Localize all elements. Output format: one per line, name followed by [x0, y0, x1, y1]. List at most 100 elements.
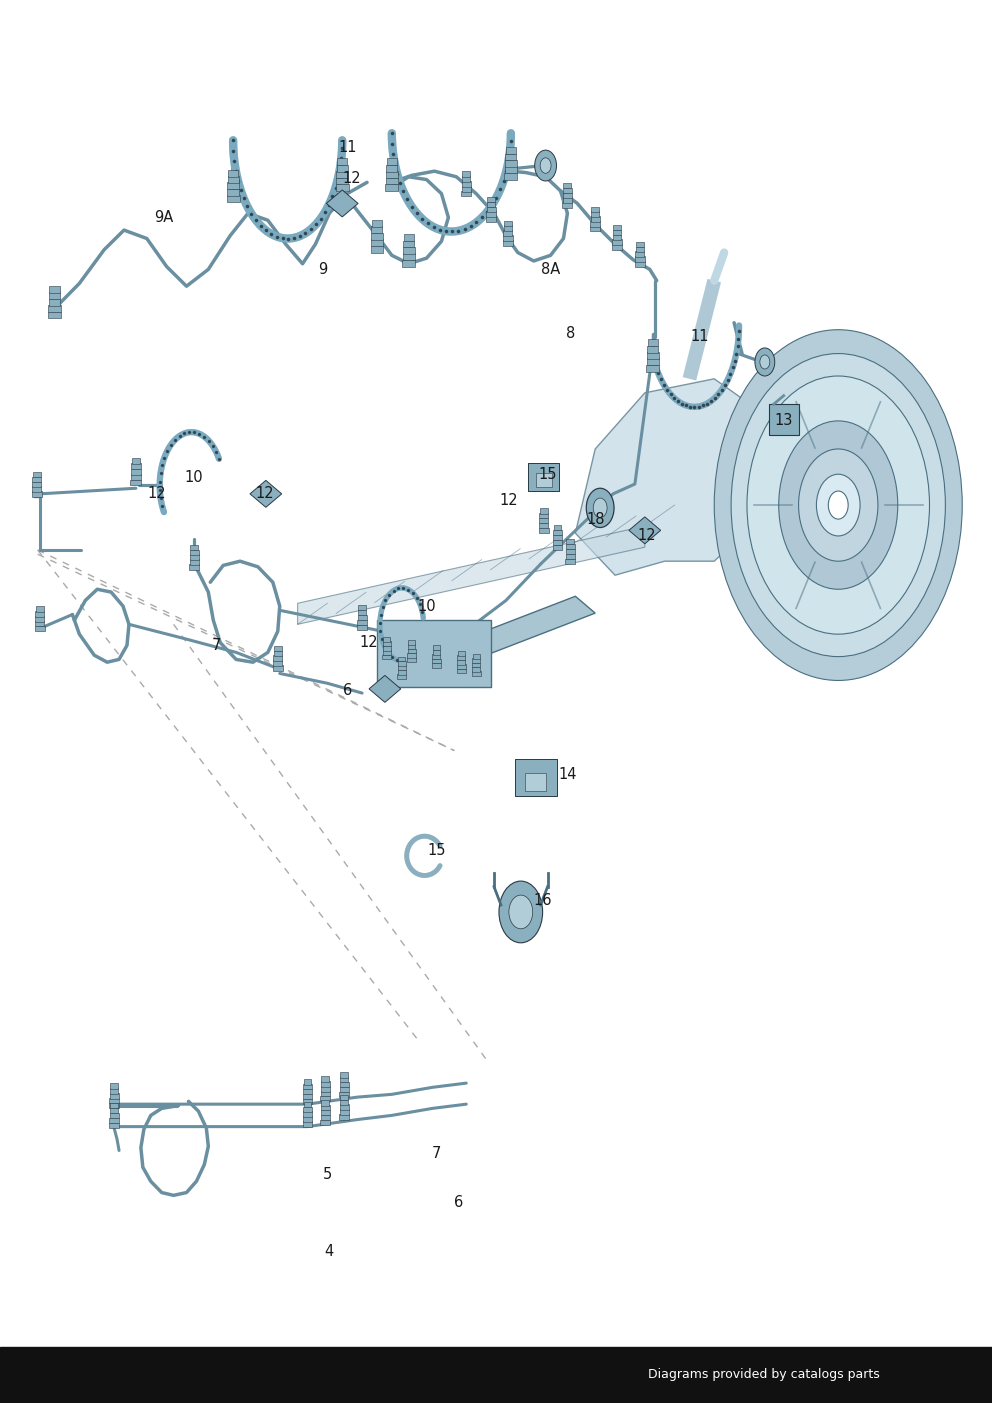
Text: Diagrams provided by catalogs parts: Diagrams provided by catalogs parts [648, 1368, 880, 1382]
Bar [190, 550, 198, 556]
Bar [320, 1092, 330, 1097]
Bar [357, 615, 367, 620]
Bar [563, 182, 571, 188]
Circle shape [586, 488, 614, 528]
Circle shape [747, 376, 930, 634]
Bar [383, 637, 391, 641]
Bar [228, 170, 238, 177]
Bar [526, 773, 547, 791]
Text: 12: 12 [256, 487, 274, 501]
Text: 12: 12 [343, 171, 361, 185]
Bar [336, 171, 348, 178]
Text: 7: 7 [432, 1146, 441, 1160]
Bar [303, 1099, 312, 1104]
Bar [461, 187, 471, 192]
Bar [408, 652, 416, 658]
Bar [612, 240, 622, 246]
Bar [554, 525, 561, 530]
Bar [340, 1100, 348, 1106]
Bar [563, 188, 571, 194]
Bar [486, 206, 495, 212]
Bar [407, 658, 416, 662]
Bar [339, 1114, 349, 1120]
Bar [613, 234, 621, 240]
Bar [357, 624, 367, 630]
Text: 8A: 8A [541, 262, 560, 276]
Bar [457, 651, 465, 655]
Polygon shape [298, 526, 645, 624]
Bar [0, 1347, 992, 1403]
Bar [227, 175, 239, 182]
Bar [321, 1086, 329, 1092]
Circle shape [760, 355, 770, 369]
Bar [109, 1122, 119, 1128]
Bar [515, 759, 557, 796]
Text: 14: 14 [558, 767, 576, 781]
Bar [383, 645, 391, 651]
Bar [398, 661, 406, 666]
Bar [647, 359, 659, 365]
Bar [383, 650, 391, 655]
Bar [403, 260, 415, 267]
Bar [461, 181, 470, 187]
Bar [613, 230, 621, 236]
Bar [553, 544, 562, 550]
Text: 5: 5 [322, 1167, 332, 1181]
Bar [109, 1103, 119, 1108]
Circle shape [828, 491, 848, 519]
Polygon shape [369, 675, 401, 703]
Bar [49, 306, 61, 311]
Bar [320, 1115, 330, 1121]
Bar [131, 463, 141, 469]
Bar [320, 1096, 330, 1101]
Bar [769, 404, 799, 435]
Bar [403, 240, 415, 247]
Text: 6: 6 [453, 1195, 463, 1209]
Text: 13: 13 [775, 414, 793, 428]
Bar [33, 477, 41, 483]
Bar [304, 1111, 311, 1117]
Text: 9A: 9A [154, 210, 174, 224]
Bar [404, 234, 414, 241]
Circle shape [499, 881, 543, 943]
Bar [385, 184, 399, 191]
Bar [505, 153, 517, 160]
Bar [109, 1093, 119, 1099]
Bar [273, 661, 283, 666]
Bar [635, 261, 645, 267]
Bar [377, 620, 491, 687]
Bar [358, 605, 366, 610]
Bar [504, 230, 513, 236]
Polygon shape [629, 516, 661, 544]
Bar [339, 1092, 349, 1097]
Bar [32, 491, 42, 497]
Bar [590, 222, 600, 227]
Bar [461, 191, 471, 196]
Polygon shape [250, 480, 282, 508]
Circle shape [535, 150, 557, 181]
Bar [189, 560, 199, 565]
Circle shape [799, 449, 878, 561]
Bar [472, 666, 480, 672]
Circle shape [731, 354, 945, 657]
Bar [386, 164, 398, 171]
Bar [274, 655, 283, 661]
Bar [321, 1082, 329, 1087]
Bar [540, 518, 548, 523]
Bar [33, 471, 41, 477]
Bar [131, 474, 141, 480]
Bar [486, 212, 496, 217]
Text: 8: 8 [565, 327, 575, 341]
Bar [304, 1107, 311, 1113]
Bar [321, 1106, 329, 1111]
Bar [647, 352, 659, 359]
Bar [647, 345, 659, 352]
Bar [340, 1072, 348, 1078]
Bar [371, 233, 383, 240]
Bar [372, 220, 382, 227]
Text: 15: 15 [428, 843, 445, 857]
Bar [636, 241, 644, 247]
Circle shape [779, 421, 898, 589]
Bar [472, 658, 480, 664]
Bar [274, 645, 282, 651]
